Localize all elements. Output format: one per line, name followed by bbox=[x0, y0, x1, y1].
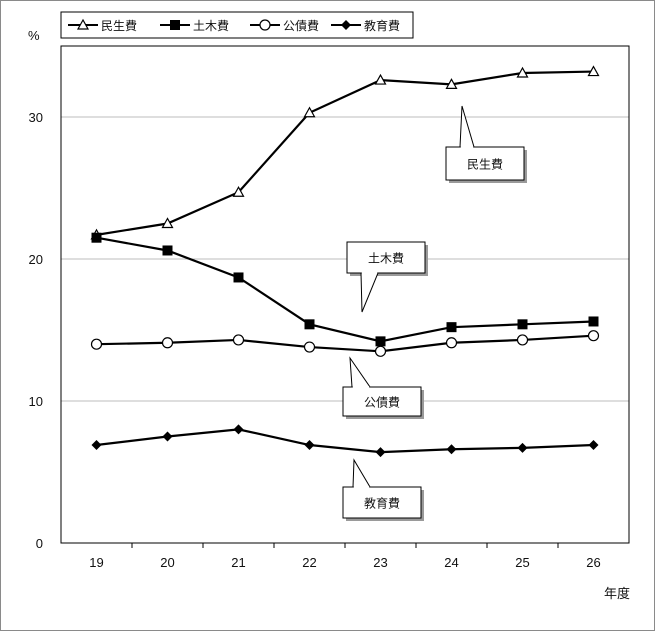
legend-label: 民生費 bbox=[101, 18, 137, 33]
y-tick-label: 30 bbox=[29, 110, 43, 125]
callout-pointer bbox=[360, 272, 379, 313]
legend-label: 公債費 bbox=[283, 18, 319, 33]
data-point bbox=[587, 65, 600, 77]
data-point bbox=[233, 424, 244, 435]
callout-kyouiku: 教育費 bbox=[342, 458, 424, 521]
y-tick-label: 20 bbox=[29, 252, 43, 267]
legend-marker bbox=[341, 20, 351, 30]
data-point bbox=[91, 440, 102, 451]
series-kousai bbox=[90, 330, 600, 357]
data-point bbox=[516, 334, 529, 346]
series-line bbox=[96, 236, 594, 343]
x-tick-label: 19 bbox=[89, 555, 103, 570]
x-tick-label: 25 bbox=[515, 555, 529, 570]
data-point bbox=[517, 442, 528, 453]
series-line bbox=[96, 70, 594, 236]
axis-ticks: 0 10 20 30 19 20 21 22 23 24 25 26 bbox=[29, 110, 601, 570]
data-point bbox=[232, 334, 245, 346]
callout-label: 民生費 bbox=[467, 157, 503, 172]
series-minsei bbox=[90, 65, 600, 240]
data-point bbox=[374, 345, 387, 357]
x-tick-label: 21 bbox=[231, 555, 245, 570]
data-point bbox=[374, 73, 387, 85]
x-axis-label: 年度 bbox=[604, 586, 630, 601]
callout-box bbox=[445, 146, 525, 181]
data-point bbox=[587, 330, 600, 342]
legend-marker bbox=[170, 20, 180, 30]
data-point bbox=[446, 322, 457, 333]
data-point bbox=[303, 341, 316, 353]
x-tick-label: 20 bbox=[160, 555, 174, 570]
callout-pointer bbox=[459, 105, 475, 148]
data-point bbox=[588, 440, 599, 451]
series-line bbox=[96, 334, 594, 353]
data-point bbox=[303, 106, 316, 118]
callout-label: 公債費 bbox=[364, 395, 400, 410]
data-point bbox=[446, 444, 457, 455]
callout-label: 土木費 bbox=[368, 251, 404, 266]
series-kyouiku bbox=[91, 424, 599, 458]
data-point bbox=[445, 78, 458, 89]
legend: 民生費 土木費 公債費 教育費 bbox=[60, 11, 414, 39]
data-point bbox=[304, 440, 315, 451]
callout-box bbox=[342, 486, 422, 519]
x-tick-label: 24 bbox=[444, 555, 458, 570]
data-point bbox=[232, 186, 245, 197]
y-tick-label: 0 bbox=[36, 536, 43, 551]
y-axis-label: % bbox=[28, 28, 40, 43]
legend-label: 教育費 bbox=[364, 18, 400, 33]
legend-marker bbox=[76, 18, 90, 30]
y-tick-label: 10 bbox=[29, 394, 43, 409]
data-point bbox=[517, 319, 528, 330]
data-point bbox=[375, 336, 386, 347]
data-point bbox=[233, 272, 244, 283]
callout-doboku: 土木費 bbox=[346, 241, 428, 313]
callout-box bbox=[346, 241, 426, 274]
x-tick-label: 22 bbox=[302, 555, 316, 570]
series-line bbox=[96, 428, 594, 454]
plot-area bbox=[60, 45, 630, 544]
series-doboku bbox=[91, 232, 599, 347]
data-point bbox=[91, 232, 102, 243]
data-point bbox=[90, 338, 103, 350]
data-point bbox=[161, 217, 174, 229]
grid bbox=[61, 116, 629, 402]
data-point bbox=[162, 245, 173, 256]
data-point bbox=[161, 337, 174, 349]
data-point bbox=[588, 316, 599, 327]
x-tick-label: 26 bbox=[586, 555, 600, 570]
data-point bbox=[375, 447, 386, 458]
callout-box bbox=[342, 386, 422, 417]
series bbox=[90, 65, 600, 458]
data-point bbox=[304, 319, 315, 330]
callout-pointer bbox=[349, 356, 371, 388]
data-point bbox=[162, 431, 173, 442]
legend-marker bbox=[259, 19, 271, 31]
callout-kousai: 公債費 bbox=[342, 356, 424, 419]
x-tick-label: 23 bbox=[373, 555, 387, 570]
data-point bbox=[516, 66, 529, 78]
callout-pointer bbox=[352, 458, 371, 488]
callout-minsei: 民生費 bbox=[445, 105, 527, 183]
legend-label: 土木費 bbox=[193, 18, 229, 33]
callout-label: 教育費 bbox=[364, 496, 400, 511]
data-point bbox=[445, 337, 458, 349]
